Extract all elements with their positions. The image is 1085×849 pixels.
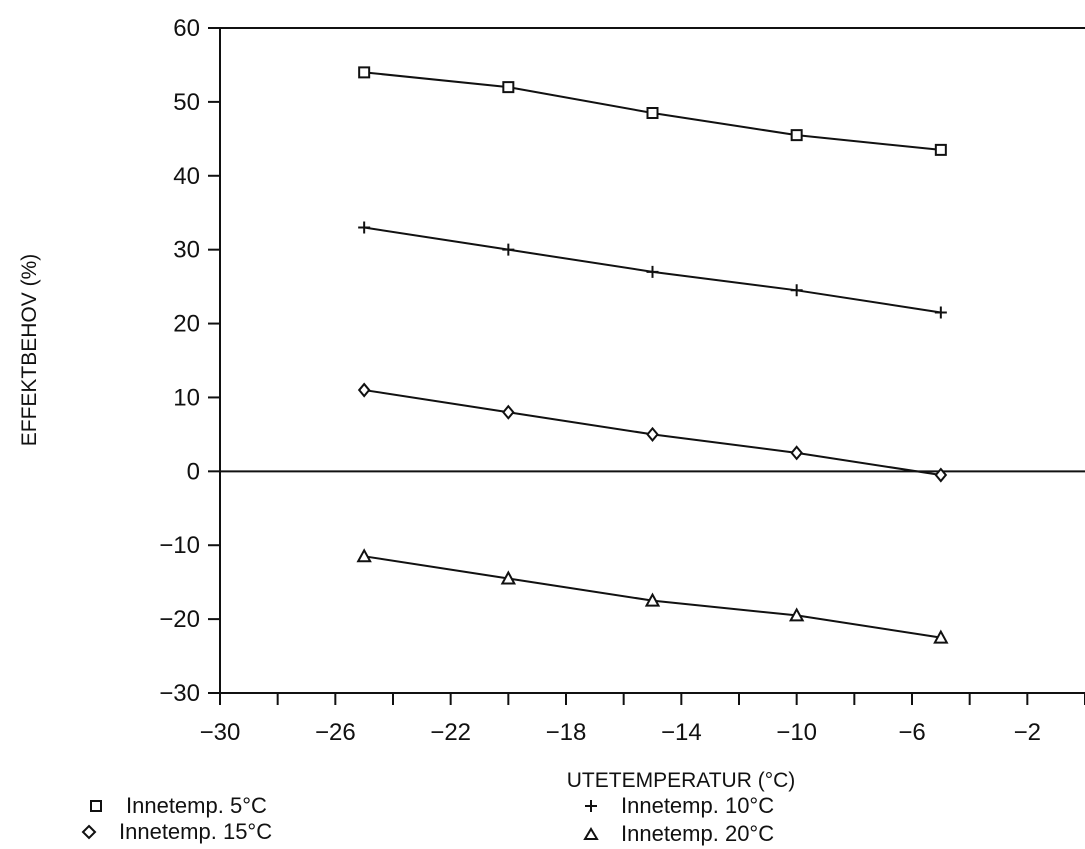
legend-item-series-4: Innetemp. 20°C [583, 821, 774, 847]
y-tick-label: 20 [173, 311, 200, 338]
y-axis-title: EFFEKTBEHOV (%) [18, 254, 41, 447]
data-point-plus [934, 306, 947, 319]
y-tick-label: 0 [187, 458, 200, 485]
x-axis-ticks: −30 −26 −22 −18 −14 −10 −6 −2 [200, 693, 1085, 746]
x-tick-label: −10 [776, 719, 817, 746]
data-point-plus [790, 284, 803, 297]
series-1 [358, 66, 947, 156]
data-point-diamond [790, 445, 803, 461]
legend-label-series-2: Innetemp. 10°C [621, 793, 775, 818]
data-point-square [790, 129, 803, 142]
legend-item-series-2: Innetemp. 10°C [583, 793, 774, 819]
x-tick-label: −6 [898, 719, 925, 746]
legend-label-series-3: Innetemp. 15°C [119, 819, 273, 844]
data-point-triangle [933, 629, 949, 644]
y-tick-label: 50 [173, 89, 200, 116]
square-marker-icon [90, 800, 102, 812]
triangle-marker-icon [583, 827, 599, 840]
diamond-marker-icon [81, 824, 97, 840]
series-3 [357, 382, 948, 483]
data-point-square [502, 81, 515, 94]
data-point-diamond [934, 467, 948, 483]
data-point-plus [358, 221, 371, 234]
data-point-square [934, 143, 947, 156]
x-tick-label: −22 [430, 719, 471, 746]
data-point-plus [502, 243, 515, 256]
y-tick-label: 60 [173, 15, 200, 42]
y-tick-label: −10 [159, 532, 200, 559]
data-point-triangle [500, 570, 517, 585]
y-tick-label: −30 [159, 680, 200, 707]
data-point-triangle [356, 548, 372, 563]
data-point-triangle [788, 607, 805, 622]
x-tick-label: −30 [200, 719, 241, 746]
y-tick-label: −20 [159, 606, 200, 633]
series-layer [356, 66, 949, 644]
legend-label-series-4: Innetemp. 20°C [621, 821, 775, 846]
y-tick-label: 10 [173, 384, 200, 411]
plus-marker-icon [585, 800, 597, 812]
y-axis-ticks: 60 50 40 30 20 10 0 −10 −20 −30 [159, 15, 220, 707]
series-4 [356, 548, 949, 644]
x-tick-label: −18 [546, 719, 587, 746]
legend-label-series-1: Innetemp. 5°C [126, 793, 267, 818]
x-tick-label: −26 [315, 719, 356, 746]
x-tick-label: −2 [1014, 719, 1041, 746]
data-point-diamond [357, 382, 371, 398]
y-tick-label: 30 [173, 237, 200, 264]
data-point-square [358, 66, 371, 79]
series-2 [358, 221, 947, 319]
x-axis-title: UTETEMPERATUR (°C) [567, 769, 796, 792]
data-point-plus [646, 265, 659, 278]
data-point-diamond [646, 426, 659, 442]
data-point-square [646, 106, 659, 119]
data-point-diamond [502, 404, 515, 420]
data-point-triangle [644, 592, 661, 607]
x-tick-label: −14 [661, 719, 702, 746]
y-tick-label: 40 [173, 163, 200, 190]
legend-item-series-3: Innetemp. 15°C [81, 819, 272, 845]
legend-item-series-1: Innetemp. 5°C [88, 793, 267, 819]
